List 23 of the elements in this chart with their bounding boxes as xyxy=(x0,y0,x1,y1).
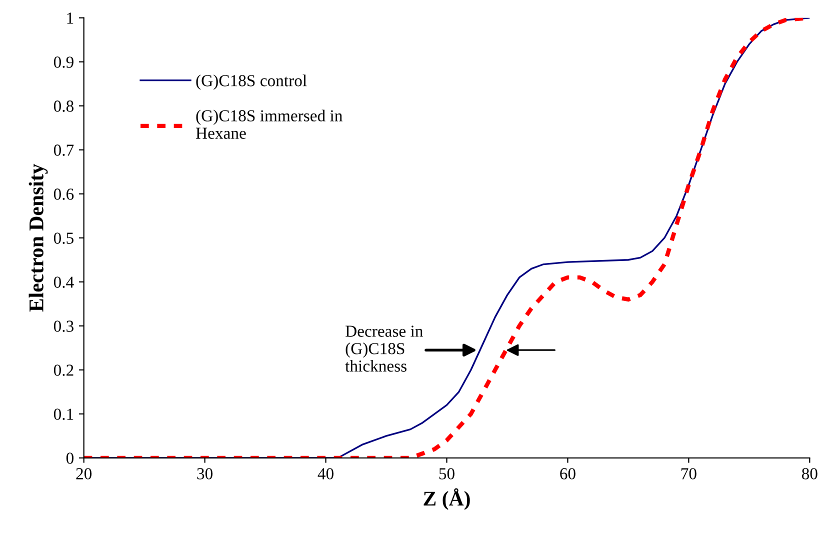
x-tick-label: 30 xyxy=(197,468,213,480)
x-tick-label: 60 xyxy=(560,468,576,480)
y-tick-label: 1 xyxy=(67,12,74,24)
x-tick-label: 20 xyxy=(76,468,92,480)
y-tick-label: 0.1 xyxy=(54,408,74,420)
y-tick-label: 0.8 xyxy=(54,100,74,112)
legend-label: (G)C18S control xyxy=(196,74,307,90)
y-tick-label: 0.4 xyxy=(54,276,74,288)
y-tick-label: 0.2 xyxy=(54,364,74,376)
y-tick-label: 0.3 xyxy=(54,320,74,332)
x-axis-title: Z (Å) xyxy=(424,488,470,510)
legend-label: (G)C18S immersed in Hexane xyxy=(196,110,342,139)
y-tick-label: 0.9 xyxy=(54,56,74,68)
y-tick-label: 0.6 xyxy=(54,188,74,200)
annotation: Decrease in (G)C18S thickness xyxy=(345,326,423,372)
y-tick-label: 0.5 xyxy=(54,232,74,244)
x-tick-label: 70 xyxy=(681,468,696,480)
x-tick-label: 80 xyxy=(802,468,818,480)
x-tick-label: 50 xyxy=(439,468,454,480)
y-tick-label: 0 xyxy=(66,452,74,464)
x-tick-label: 40 xyxy=(318,468,334,480)
y-tick-label: 0.7 xyxy=(54,144,74,156)
y-axis-title: Electron Density xyxy=(28,164,48,312)
